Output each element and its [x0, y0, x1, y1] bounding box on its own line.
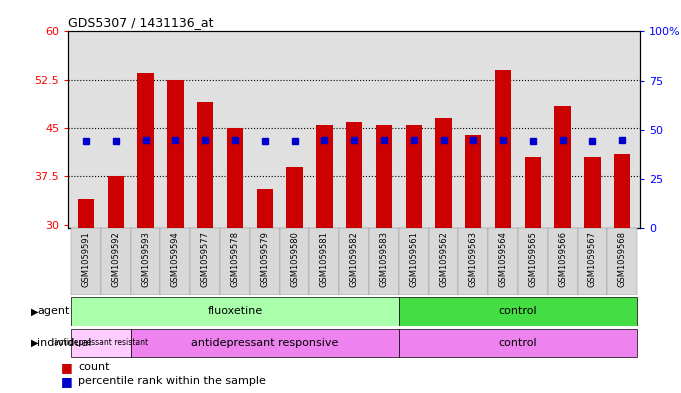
FancyBboxPatch shape	[309, 228, 339, 295]
Bar	[197, 102, 213, 228]
Bar	[614, 154, 631, 228]
FancyBboxPatch shape	[131, 329, 399, 357]
FancyBboxPatch shape	[101, 228, 131, 295]
Bar	[346, 122, 362, 228]
Bar	[227, 128, 243, 228]
Bar	[495, 70, 511, 228]
Bar	[286, 167, 303, 228]
Text: individual: individual	[37, 338, 92, 348]
FancyBboxPatch shape	[369, 228, 399, 295]
FancyBboxPatch shape	[577, 228, 607, 295]
Text: GSM1059563: GSM1059563	[469, 231, 478, 287]
Text: GSM1059564: GSM1059564	[498, 231, 507, 287]
Text: ■: ■	[61, 375, 73, 388]
Text: GSM1059561: GSM1059561	[409, 231, 418, 287]
Text: GSM1059579: GSM1059579	[260, 231, 269, 287]
Bar	[435, 118, 452, 228]
FancyBboxPatch shape	[607, 228, 637, 295]
FancyBboxPatch shape	[190, 228, 220, 295]
Text: GSM1059565: GSM1059565	[528, 231, 537, 287]
Text: GSM1059567: GSM1059567	[588, 231, 597, 287]
FancyBboxPatch shape	[428, 228, 458, 295]
Text: ▶: ▶	[31, 307, 38, 316]
Text: GSM1059592: GSM1059592	[111, 231, 121, 287]
Text: GSM1059594: GSM1059594	[171, 231, 180, 287]
Text: GDS5307 / 1431136_at: GDS5307 / 1431136_at	[68, 16, 214, 29]
FancyBboxPatch shape	[71, 297, 399, 325]
Bar	[465, 134, 481, 228]
Text: count: count	[78, 362, 110, 372]
Bar	[108, 176, 124, 228]
FancyBboxPatch shape	[399, 297, 637, 325]
Bar	[257, 189, 273, 228]
Text: agent: agent	[37, 307, 70, 316]
FancyBboxPatch shape	[280, 228, 309, 295]
Text: GSM1059568: GSM1059568	[618, 231, 627, 287]
Bar	[554, 106, 571, 228]
FancyBboxPatch shape	[71, 228, 101, 295]
Bar	[78, 199, 94, 228]
Text: antidepressant responsive: antidepressant responsive	[191, 338, 338, 348]
FancyBboxPatch shape	[488, 228, 518, 295]
Text: percentile rank within the sample: percentile rank within the sample	[78, 376, 266, 386]
Text: fluoxetine: fluoxetine	[207, 307, 263, 316]
Text: control: control	[498, 338, 537, 348]
Text: GSM1059580: GSM1059580	[290, 231, 299, 287]
FancyBboxPatch shape	[250, 228, 280, 295]
Bar	[524, 157, 541, 228]
Bar	[167, 80, 184, 228]
FancyBboxPatch shape	[161, 228, 190, 295]
FancyBboxPatch shape	[518, 228, 548, 295]
Text: GSM1059566: GSM1059566	[558, 231, 567, 287]
Bar	[376, 125, 392, 228]
Text: GSM1059593: GSM1059593	[141, 231, 150, 287]
FancyBboxPatch shape	[220, 228, 250, 295]
FancyBboxPatch shape	[458, 228, 488, 295]
FancyBboxPatch shape	[71, 329, 131, 357]
Text: GSM1059591: GSM1059591	[82, 231, 91, 287]
Text: GSM1059562: GSM1059562	[439, 231, 448, 287]
Text: GSM1059582: GSM1059582	[349, 231, 359, 287]
FancyBboxPatch shape	[548, 228, 577, 295]
Bar	[584, 157, 601, 228]
Text: GSM1059577: GSM1059577	[201, 231, 210, 287]
FancyBboxPatch shape	[399, 228, 428, 295]
Bar	[405, 125, 422, 228]
Text: ■: ■	[61, 360, 73, 374]
Text: GSM1059578: GSM1059578	[230, 231, 240, 287]
Text: ▶: ▶	[31, 338, 38, 348]
FancyBboxPatch shape	[399, 329, 637, 357]
FancyBboxPatch shape	[131, 228, 161, 295]
Text: control: control	[498, 307, 537, 316]
Text: antidepressant resistant: antidepressant resistant	[54, 338, 148, 347]
FancyBboxPatch shape	[339, 228, 369, 295]
Text: GSM1059583: GSM1059583	[379, 231, 388, 287]
Bar	[138, 73, 154, 228]
Bar	[316, 125, 332, 228]
Text: GSM1059581: GSM1059581	[320, 231, 329, 287]
